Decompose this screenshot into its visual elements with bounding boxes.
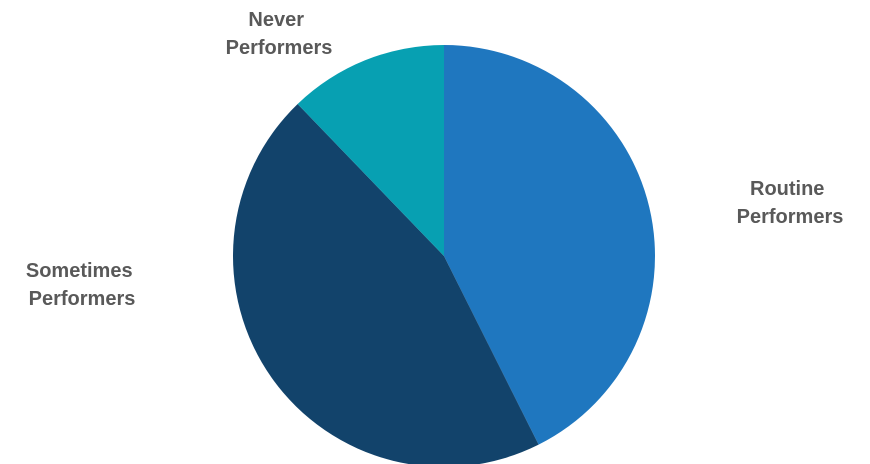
slice-label-sometimes-line1: Sometimes <box>26 260 133 282</box>
pie-slice-routine <box>444 44 656 445</box>
pie-slice-never <box>297 44 444 256</box>
slice-label-routine: Routine Performers <box>737 178 844 228</box>
slice-label-routine-line2: Performers <box>737 206 844 228</box>
pie-slices <box>232 44 656 464</box>
pie-labels: Routine Performers Sometimes Performers … <box>26 9 844 310</box>
slice-label-routine-line1: Routine <box>750 178 824 200</box>
slice-label-never-line1: Never <box>248 9 304 31</box>
slice-label-never: Never Performers <box>226 9 333 59</box>
slice-label-sometimes-line2: Performers <box>29 288 136 310</box>
slice-label-sometimes: Sometimes Performers <box>26 260 138 310</box>
pie-slice-sometimes <box>232 104 539 464</box>
slice-label-never-line2: Performers <box>226 37 333 59</box>
